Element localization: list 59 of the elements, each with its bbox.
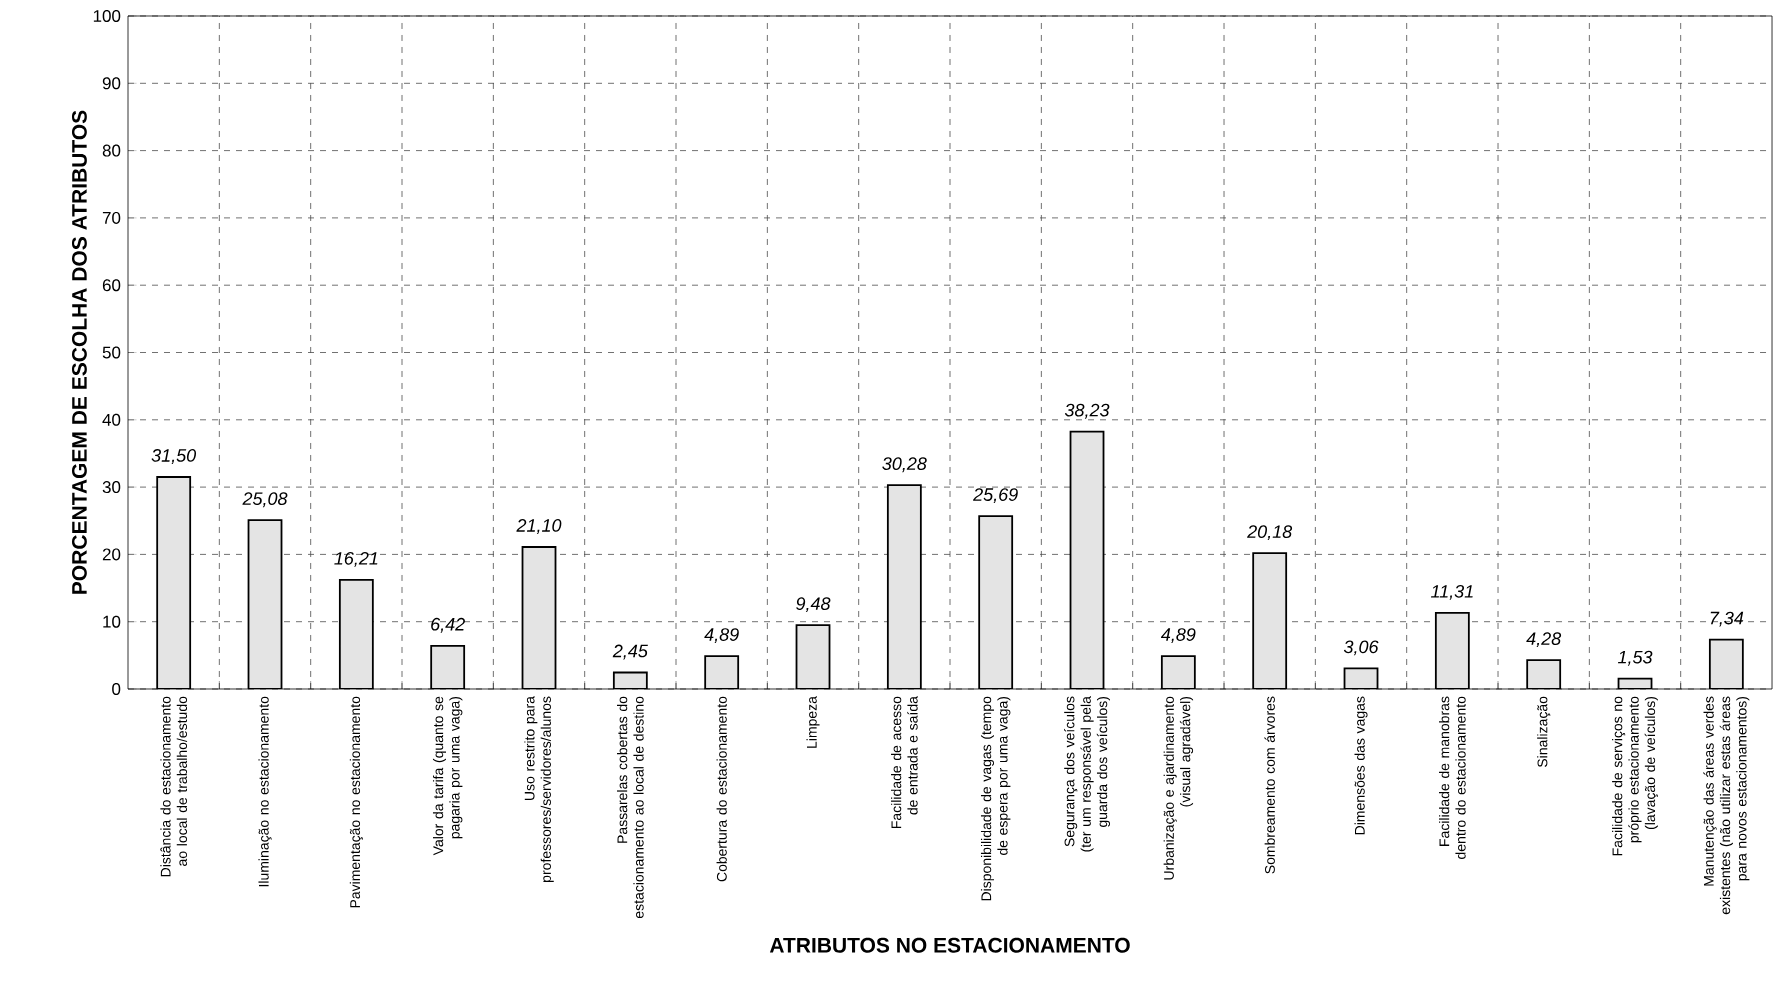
bar [1069,430,1105,689]
x-tick-label: Facilidade de acesso de entrada e saída [891,696,918,828]
x-axis-title: ATRIBUTOS NO ESTACIONAMENTO [769,937,1130,953]
data-label: 25,69 [973,488,1018,504]
x-tick-label: Manutenção das áreas verdes existentes (não utilizar estas áreas para novos estacionamentos) [1703,696,1750,915]
y-tick-label: 70 [102,211,121,224]
y-tick-label: 10 [103,615,121,628]
x-tick-label: Passarelas cobertas do estacionamento ao local de destino [617,696,644,919]
y-tick-label: 60 [102,279,121,292]
data-label: 1,53 [1617,650,1653,666]
data-label: 31,50 [151,449,197,464]
data-label: 20,18 [1247,525,1293,541]
x-tick-label: Sombreamento com árvores [1264,696,1275,874]
data-label: 11,31 [1430,584,1473,600]
bar [1434,611,1470,689]
bar [795,624,831,689]
data-label: 38,23 [1064,403,1110,419]
y-tick-label: 90 [102,77,121,90]
data-label: 16,21 [334,551,378,567]
y-axis-title: PORCENTAGEM DE ESCOLHA DOS ATRIBUTOS [71,110,87,594]
x-tick-label: Pavimentação no estacionamento [349,696,363,908]
y-tick-label: 20 [102,548,121,561]
data-label: 9,48 [796,597,831,613]
data-label: 6,42 [431,617,465,633]
bar [521,546,557,689]
y-tick-label: 30 [102,481,121,494]
x-tick-label: Urbanização e ajardinamento (visual agradável) [1163,696,1194,880]
y-tick-label: 40 [102,413,121,426]
y-tick-label: 50 [102,346,121,359]
data-label: 3,06 [1343,640,1379,656]
x-tick-label: Facilidade de serviços no próprio estacionamento (lavação de veículos) [1612,696,1658,856]
bar [338,579,374,689]
x-tick-label: Limpeza [806,696,820,748]
y-tick-label: 80 [102,144,121,157]
bar [978,515,1014,689]
y-tick-label: 0 [112,683,121,696]
x-tick-label: Facilidade de manobras dentro do estacionamento [1439,696,1466,859]
data-label: 21,10 [516,519,562,534]
data-label: 4,89 [704,628,739,644]
data-label: 30,28 [882,457,927,473]
x-tick-label: Segurança dos veículos (ter um responsável pela guarda dos veículos) [1064,696,1111,852]
data-label: 4,89 [1160,628,1196,644]
x-tick-label: Disponibilidade de vagas (tempo de espera por uma vaga) [980,696,1011,901]
bar [247,519,283,689]
data-label: 7,34 [1710,611,1744,627]
x-tick-label: Cobertura do estacionamento [716,696,727,882]
data-label: 2,45 [612,644,648,660]
bar [1252,552,1288,689]
y-tick-label: 100 [93,9,121,23]
x-tick-label: Sinalização [1537,696,1551,768]
bar [156,476,192,689]
x-tick-label: Iluminação no estacionamento [258,696,272,887]
data-label: 4,28 [1526,632,1562,648]
x-tick-label: Distância do estacionamento ao local de trabalho/estudo [160,696,188,877]
bar [886,484,922,689]
x-tick-label: Uso restrito para professores/servidores/alunos [524,696,554,882]
x-tick-label: Dimensões das vagas [1354,696,1368,835]
x-tick-label: Valor da tarifa (quanto se pagaria por uma vaga) [432,696,463,856]
data-label: 25,08 [242,492,288,508]
